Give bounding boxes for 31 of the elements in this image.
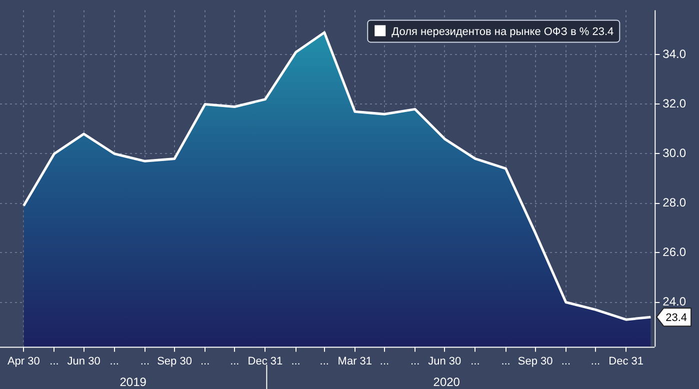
x-tick-label: ... [380, 355, 390, 368]
y-tick-label: 32.0 [662, 96, 686, 111]
data-label: 23.4 [666, 312, 688, 324]
x-tick-label: ... [590, 355, 600, 368]
text: 2019 [120, 375, 147, 389]
x-tick-label: Apr 30 [7, 355, 40, 368]
y-tick-label: 24.0 [662, 294, 686, 309]
y-tick-label: 28.0 [662, 196, 686, 210]
x-tick-label: Jun 30 [67, 355, 100, 368]
x-tick-label: ... [110, 355, 119, 368]
y-tick-label: 34.0 [662, 47, 686, 62]
x-tick-label: ... [410, 355, 420, 368]
x-tick-label: ... [291, 355, 300, 368]
x-tick-label: ... [200, 355, 210, 368]
x-tick-label: Jun 30 [428, 355, 462, 368]
x-tick-label: ... [320, 355, 329, 368]
x-tick-label: ... [561, 355, 570, 368]
x-tick-label: ... [501, 355, 510, 368]
x-tick-label: ... [230, 355, 240, 368]
x-tick-label: Dec 31 [608, 355, 644, 368]
x-tick-label: ... [50, 355, 59, 368]
x-tick-label: Dec 31 [248, 355, 283, 368]
x-tick-label: ... [470, 355, 480, 368]
x-tick-label: Mar 31 [338, 355, 372, 368]
y-tick-label: 26.0 [662, 245, 686, 260]
x-tick-label: Sep 30 [518, 355, 553, 368]
x-tick-label: ... [140, 355, 150, 368]
text: 2020 [433, 375, 460, 389]
legend-label: Доля нерезидентов на рынке ОФЗ в % 23.4 [392, 26, 614, 38]
y-tick-label: 30.0 [662, 146, 686, 160]
x-tick-label: Sep 30 [157, 355, 192, 368]
